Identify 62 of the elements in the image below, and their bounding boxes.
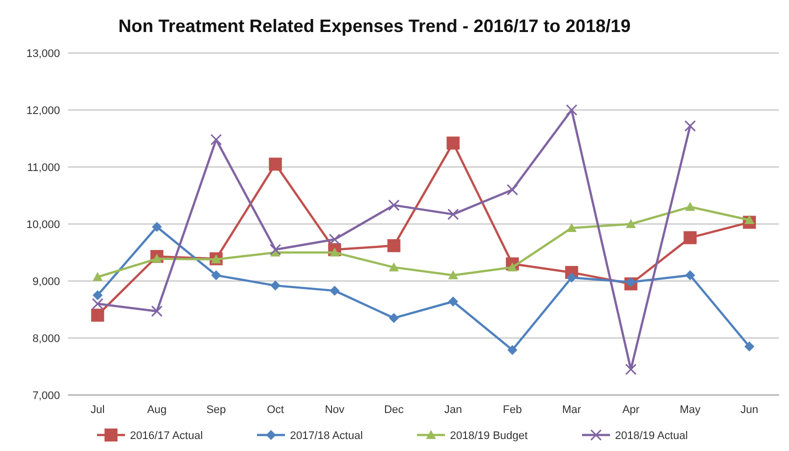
point [388,199,400,211]
point [685,202,696,211]
point [684,231,697,244]
point [566,222,577,232]
y-tick-label: 13,000 [26,48,60,60]
point [448,270,458,280]
y-tick-label: 12,000 [26,104,60,117]
point [388,313,399,324]
point [566,104,578,116]
point [626,277,636,288]
x-tick-label: Nov [324,404,345,416]
point [211,270,222,280]
x-tick-label: Sep [206,404,226,416]
point [626,219,636,228]
legend-label: 2016/17 Actual [130,430,203,442]
x-tick-label: Dec [384,404,404,416]
x-tick-label: Jan [444,404,462,416]
point [152,254,162,263]
point [566,272,577,283]
point [210,134,222,146]
point [152,222,162,232]
point [92,290,103,300]
x-tick-label: Jun [740,404,758,416]
point [330,286,340,296]
point [448,296,458,307]
point [151,305,163,317]
legend-label: 2018/19 Actual [615,430,688,442]
point [625,364,637,376]
x-tick-label: Feb [502,404,522,416]
chart-title: Non Treatment Related Expenses Trend - 2016/17 to 2018/19 [118,16,631,36]
point [92,272,103,282]
point [446,136,460,150]
point [92,298,104,310]
point [507,262,518,272]
y-tick-label: 11,000 [27,162,60,174]
point [330,248,340,256]
x-tick-label: Aug [147,404,167,416]
point [387,239,400,252]
x-tick-label: Jul [90,404,105,416]
x-tick-label: Mar [562,404,582,416]
point [447,208,459,220]
point [507,344,518,355]
point [506,184,518,196]
point [328,234,340,246]
y-tick-label: 9,000 [32,276,60,288]
x-tick-label: Apr [622,404,640,416]
legend-label: 2017/18 Actual [290,430,363,442]
y-tick-label: 7,000 [32,390,60,402]
point [744,342,754,352]
point [744,215,754,224]
point [388,262,399,272]
point [270,280,280,291]
x-tick-label: May [680,404,702,416]
point [685,270,696,280]
legend-label: 2018/19 Budget [450,430,528,442]
x-tick-label: Oct [266,404,284,416]
y-tick-label: 8,000 [32,332,60,345]
point [270,244,282,256]
point [268,158,282,171]
y-tick-label: 10,000 [26,218,60,231]
point [91,308,104,322]
point [684,120,696,132]
